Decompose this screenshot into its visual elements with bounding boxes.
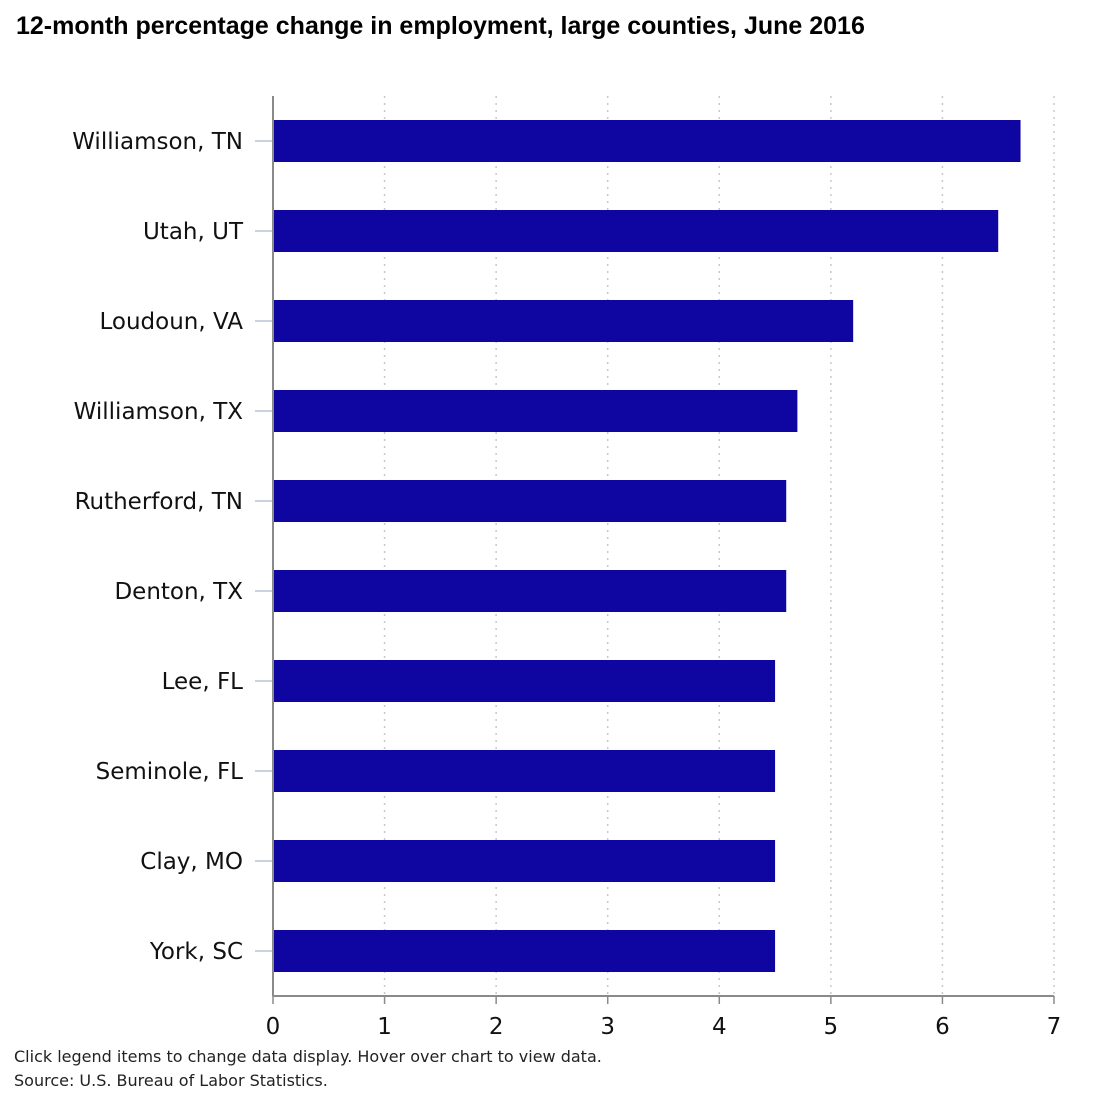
category-label: Denton, TX bbox=[114, 579, 243, 605]
bars[interactable] bbox=[273, 120, 1021, 972]
bar[interactable] bbox=[273, 930, 776, 972]
chart-hint-text: Click legend items to change data displa… bbox=[14, 1047, 602, 1066]
bar[interactable] bbox=[273, 840, 776, 882]
category-label: Lee, FL bbox=[162, 669, 244, 695]
axes bbox=[255, 96, 1055, 1004]
x-tick-labels: 0 1 2 3 4 5 6 7 bbox=[266, 1014, 1062, 1040]
bar[interactable] bbox=[273, 570, 787, 612]
bar[interactable] bbox=[273, 390, 798, 432]
chart-title: 12-month percentage change in employment… bbox=[16, 12, 865, 40]
bar[interactable] bbox=[273, 660, 776, 702]
bar[interactable] bbox=[273, 120, 1021, 162]
bar[interactable] bbox=[273, 480, 787, 522]
bar[interactable] bbox=[273, 210, 999, 252]
x-tick-label: 1 bbox=[377, 1014, 392, 1040]
bar[interactable] bbox=[273, 750, 776, 792]
x-tick-label: 7 bbox=[1047, 1014, 1062, 1040]
category-label: Clay, MO bbox=[140, 849, 243, 875]
category-label: Seminole, FL bbox=[96, 759, 244, 785]
category-label: York, SC bbox=[149, 939, 243, 965]
source-text: Source: U.S. Bureau of Labor Statistics. bbox=[14, 1071, 328, 1090]
x-tick-label: 3 bbox=[600, 1014, 615, 1040]
bar[interactable] bbox=[273, 300, 854, 342]
category-label: Utah, UT bbox=[143, 219, 244, 245]
category-label: Williamson, TN bbox=[72, 129, 243, 155]
category-label: Williamson, TX bbox=[74, 399, 244, 425]
x-tick-label: 4 bbox=[712, 1014, 727, 1040]
x-tick-label: 2 bbox=[489, 1014, 504, 1040]
x-tick-label: 6 bbox=[935, 1014, 950, 1040]
category-labels: Williamson, TN Utah, UT Loudoun, VA William… bbox=[72, 129, 244, 965]
category-label: Loudoun, VA bbox=[99, 309, 243, 335]
x-tick-label: 5 bbox=[824, 1014, 839, 1040]
x-tick-label: 0 bbox=[266, 1014, 281, 1040]
category-label: Rutherford, TN bbox=[75, 489, 243, 515]
